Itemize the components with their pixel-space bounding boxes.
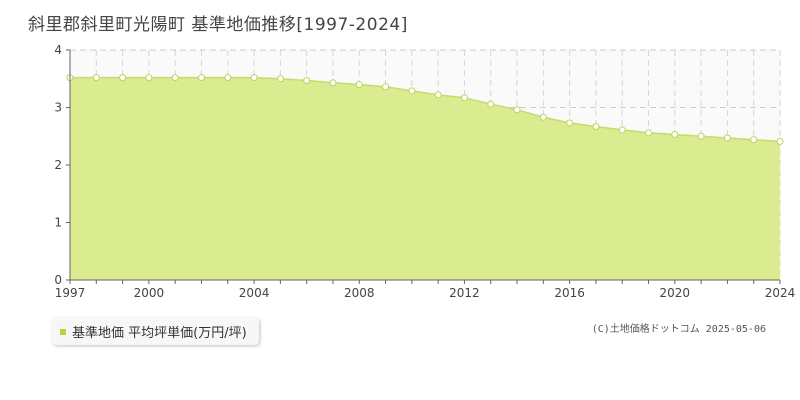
data-point [329, 79, 337, 87]
x-tick-label: 2020 [660, 286, 691, 300]
data-point [513, 106, 521, 114]
tick-labels: 0 1 2 3 4 1997 2000 2004 2008 2012 2016 2020 2024 [54, 43, 795, 300]
data-point [197, 74, 205, 82]
legend-label: 基準地価 平均坪単価(万円/坪) [72, 326, 247, 341]
data-point [119, 74, 127, 82]
data-point [697, 132, 705, 140]
data-point [776, 137, 784, 145]
y-tick-label: 1 [54, 216, 62, 230]
data-point [434, 91, 442, 99]
data-point [145, 74, 153, 82]
x-tick-label: 2024 [765, 286, 796, 300]
data-point [750, 136, 758, 144]
y-tick-label: 4 [54, 43, 62, 57]
series-line [70, 76, 781, 143]
data-point [250, 74, 258, 82]
data-point [539, 113, 547, 121]
y-tick-label: 0 [54, 273, 62, 287]
data-point [723, 134, 731, 142]
marker-layer [66, 74, 784, 145]
data-point [276, 75, 284, 83]
data-point [171, 74, 179, 82]
data-point [92, 74, 100, 82]
area-layer [70, 76, 781, 280]
data-point [671, 131, 679, 139]
data-point [382, 83, 390, 91]
y-tick-label: 2 [54, 158, 62, 172]
x-tick-label: 2012 [449, 286, 480, 300]
data-point [645, 129, 653, 137]
x-tick-label: 1997 [55, 286, 86, 300]
data-point [592, 122, 600, 130]
data-point [618, 126, 626, 134]
data-point [460, 94, 468, 102]
y-tick-label: 3 [54, 101, 62, 115]
x-tick-label: 2008 [344, 286, 375, 300]
legend: 基準地価 平均坪単価(万円/坪) [52, 318, 259, 345]
axes [66, 49, 781, 284]
data-point [224, 74, 232, 82]
legend-swatch [60, 328, 66, 335]
x-tick-label: 2000 [134, 286, 165, 300]
series-area [70, 77, 780, 280]
x-tick-label: 2016 [554, 286, 585, 300]
chart-title: 斜里郡斜里町光陽町 基準地価推移[1997-2024] [28, 15, 408, 35]
credit-text: (C)土地価格ドットコム 2025-05-06 [591, 324, 766, 335]
data-point [408, 87, 416, 95]
data-point [303, 76, 311, 84]
data-point [487, 100, 495, 108]
data-point [566, 119, 574, 127]
data-point [355, 81, 363, 88]
x-tick-label: 2004 [239, 286, 270, 300]
